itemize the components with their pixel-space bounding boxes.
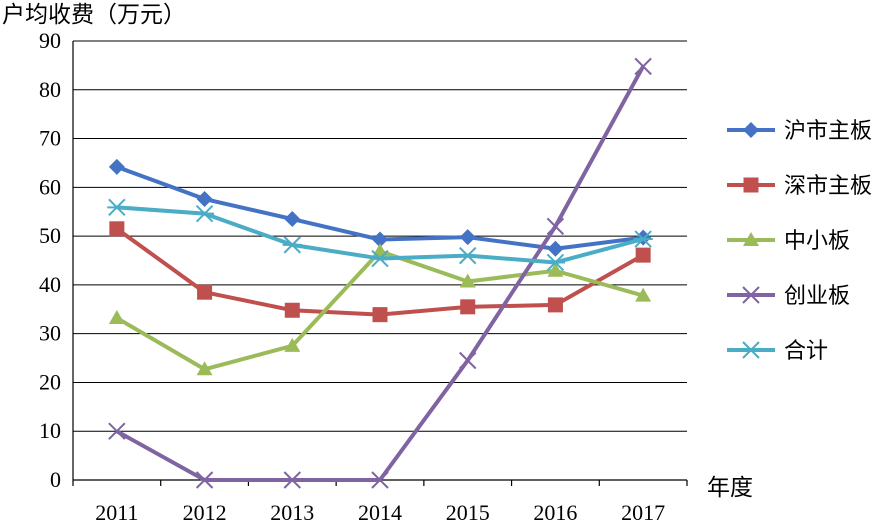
y-tick-label-40: 40 (39, 272, 61, 297)
series-5 (107, 198, 653, 272)
data-point-3-2017 (635, 287, 652, 302)
data-point-5-2015 (458, 246, 478, 265)
axes: 0 10 20 30 40 50 60 70 80 90 2011 2012 2013 2014 2015 2… (39, 28, 688, 523)
y-tick-label-30: 30 (39, 321, 61, 346)
data-point-4-2012 (195, 471, 214, 489)
series-1 (108, 158, 652, 257)
data-point-5-2013 (282, 236, 302, 254)
data-point-1-2012 (196, 191, 213, 208)
x-tick-label-2013: 2013 (270, 500, 314, 523)
series-layer (107, 57, 653, 489)
data-point-2-2011 (109, 221, 125, 237)
y-tick-label-10: 10 (39, 418, 61, 443)
legend-marker-2 (743, 177, 759, 193)
data-point-3-2014 (372, 243, 388, 258)
legend-marker-5 (741, 341, 761, 359)
data-point-5-2017 (633, 230, 653, 248)
x-tick-label-2011: 2011 (95, 500, 138, 523)
data-point-5-2012 (194, 204, 215, 223)
series-4 (108, 57, 652, 489)
data-point-4-2013 (283, 471, 301, 489)
data-point-3-2011 (108, 310, 125, 325)
data-point-4-2011 (108, 422, 126, 440)
data-point-4-2016 (546, 217, 565, 236)
data-point-1-2011 (108, 158, 125, 175)
legend-item-5: 合计 (727, 339, 828, 364)
data-point-3-2012 (196, 361, 213, 376)
data-point-1-2015 (459, 229, 476, 246)
legend-item-3: 中小板 (727, 229, 850, 254)
y-tick-label-80: 80 (39, 77, 61, 102)
x-tick-label-2015: 2015 (446, 500, 490, 523)
data-point-5-2016 (545, 253, 566, 272)
data-point-1-2017 (635, 229, 652, 246)
legend-marker-4 (742, 286, 760, 304)
data-point-3-2016 (547, 262, 564, 277)
y-tick-label-70: 70 (39, 126, 61, 151)
legend-item-4: 创业板 (727, 284, 850, 309)
data-point-1-2013 (284, 211, 301, 228)
data-point-1-2014 (372, 231, 388, 248)
data-point-4-2017 (634, 57, 652, 76)
data-point-3-2015 (459, 273, 476, 288)
data-point-3-2013 (284, 337, 301, 352)
y-axis-title: 户均收费（万元） (2, 2, 186, 28)
data-point-5-2011 (107, 198, 127, 217)
x-tick-label-2012: 2012 (183, 500, 227, 523)
data-point-1-2016 (547, 240, 564, 257)
y-tick-label-20: 20 (39, 369, 61, 394)
data-point-4-2014 (371, 471, 389, 489)
legend-marker-3 (743, 232, 759, 246)
legend-label-4: 创业板 (784, 284, 850, 309)
legend-label-2: 深市主板 (784, 174, 872, 199)
legend-label-5: 合计 (784, 339, 828, 364)
legend-label-1: 沪市主板 (784, 119, 872, 144)
legend-label-3: 中小板 (784, 229, 850, 254)
y-tick-label-50: 50 (39, 223, 61, 248)
data-point-4-2015 (459, 351, 477, 370)
y-tick-label-60: 60 (39, 174, 61, 199)
data-point-2-2015 (460, 299, 476, 315)
series-2 (109, 221, 651, 323)
data-point-2-2017 (635, 247, 651, 263)
legend-marker-1 (743, 122, 759, 138)
data-point-2-2013 (284, 302, 300, 318)
data-point-2-2016 (547, 297, 563, 313)
legend-item-2: 深市主板 (727, 174, 872, 199)
data-point-2-2012 (197, 284, 213, 300)
legend-item-1: 沪市主板 (727, 119, 872, 144)
data-point-2-2014 (372, 307, 388, 323)
y-tick-label-90: 90 (39, 28, 61, 53)
data-point-5-2014 (370, 249, 390, 268)
x-axis-title: 年度 (707, 475, 753, 501)
x-tick-label-2014: 2014 (358, 500, 402, 523)
x-tick-label-2017: 2017 (621, 500, 665, 523)
x-tick-label-2016: 2016 (533, 500, 577, 523)
y-tick-label-0: 0 (50, 467, 61, 492)
